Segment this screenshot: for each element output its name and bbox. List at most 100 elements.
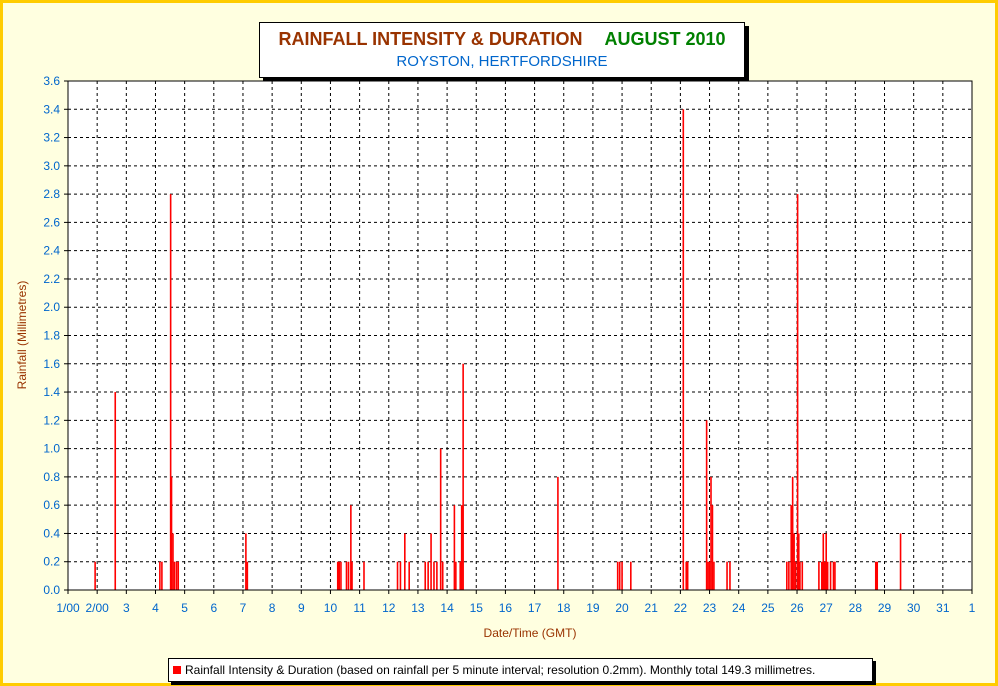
y-tick-label: 2.0 — [43, 300, 60, 314]
axes — [64, 80, 973, 594]
x-tick-label: 30 — [907, 601, 921, 615]
y-tick-label: 3.6 — [43, 74, 60, 88]
x-tick-label: 22 — [674, 601, 688, 615]
x-tick-label: 5 — [181, 601, 188, 615]
legend: Rainfall Intensity & Duration (based on … — [168, 658, 873, 682]
x-tick-label: 4 — [152, 601, 159, 615]
rain-bar — [825, 533, 827, 590]
rain-bar — [786, 561, 788, 590]
x-tick-label: 9 — [298, 601, 305, 615]
x-tick-label: 27 — [820, 601, 834, 615]
rain-bar — [711, 505, 714, 590]
rain-bar — [705, 420, 708, 590]
rain-bar — [351, 561, 353, 590]
rain-bar — [246, 561, 249, 590]
y-tick-label: 3.2 — [43, 131, 60, 145]
x-tick-label: 17 — [528, 601, 542, 615]
rain-bar — [616, 561, 619, 590]
y-tick-label: 2.4 — [43, 244, 60, 258]
rain-bar — [630, 561, 632, 590]
rain-bar — [685, 561, 688, 590]
rain-bar — [790, 505, 792, 590]
rain-bar — [169, 194, 172, 590]
rain-bar — [822, 533, 825, 590]
rain-bar — [459, 561, 462, 590]
x-tick-label: 14 — [440, 601, 454, 615]
rain-bar — [686, 561, 689, 590]
rain-bar — [899, 533, 902, 590]
plot-border — [67, 80, 973, 591]
rain-bar — [441, 561, 444, 590]
rain-bar — [794, 561, 797, 590]
rain-bar — [161, 561, 163, 590]
rain-bar — [460, 505, 463, 590]
rain-bar — [177, 561, 180, 590]
y-tick-label: 1.4 — [43, 385, 60, 399]
x-tick-label: 3 — [123, 601, 130, 615]
rain-bar — [729, 561, 731, 590]
rain-bar — [801, 561, 804, 590]
rain-bar — [336, 561, 339, 590]
x-tick-label: 11 — [353, 601, 366, 615]
chart-subtitle: ROYSTON, HERTFORDSHIRE — [396, 53, 608, 70]
x-tick-label: 16 — [499, 601, 513, 615]
rain-bar — [710, 476, 712, 590]
y-tick-label: 3.0 — [43, 159, 60, 173]
x-tick-label: 1/00 — [56, 601, 80, 615]
y-axis-label: Rainfall (Millimetres) — [15, 281, 29, 390]
y-tick-label: 1.2 — [43, 413, 60, 427]
x-tick-label: 26 — [790, 601, 804, 615]
rain-bar — [797, 533, 800, 590]
rain-bar — [793, 533, 795, 590]
x-tick-label: 19 — [586, 601, 600, 615]
y-tick-label: 0.2 — [43, 555, 60, 569]
title-box: RAINFALL INTENSITY & DURATION AUGUST 2010… — [259, 22, 745, 78]
rain-bar — [708, 561, 711, 590]
x-tick-label: 21 — [645, 601, 659, 615]
rain-bar — [347, 561, 350, 590]
y-tick-label: 0.4 — [43, 526, 60, 540]
chart-title-period: AUGUST 2010 — [604, 29, 726, 49]
rain-bar — [94, 561, 96, 590]
x-tick-label: 31 — [936, 601, 950, 615]
rain-bar — [621, 561, 623, 590]
x-tick-label: 25 — [761, 601, 775, 615]
rain-bar — [791, 476, 794, 590]
rain-bar — [340, 561, 342, 590]
rain-bar — [832, 561, 835, 590]
x-tick-label: 29 — [878, 601, 892, 615]
rain-bar — [345, 561, 348, 590]
rain-bar — [713, 561, 715, 590]
legend-label: Rainfall Intensity & Duration (based on … — [185, 663, 816, 677]
x-tick-label: 6 — [210, 601, 217, 615]
y-tick-label: 2.8 — [43, 187, 60, 201]
rain-bar — [338, 561, 340, 590]
bars — [94, 109, 902, 591]
y-tick-label: 1.8 — [43, 329, 60, 343]
y-tick-label: 1.0 — [43, 442, 60, 456]
rain-bar — [453, 505, 456, 590]
rain-bar — [408, 561, 410, 590]
x-tick-label: 28 — [849, 601, 863, 615]
rain-bar — [796, 194, 799, 590]
x-tick-label: 13 — [411, 601, 425, 615]
y-ticks: 0.0 0.2 0.4 0.6 0.8 1.0 1.2 1.4 1.6 1.8 2.0 2.2 2.4 2… — [43, 74, 60, 597]
rain-bar — [726, 561, 728, 590]
rain-bar — [439, 448, 442, 590]
rain-bar — [826, 561, 829, 590]
rain-bar — [350, 505, 352, 590]
rain-bar — [424, 561, 427, 590]
rain-bar — [172, 533, 174, 590]
x-tick-label: 2/00 — [85, 601, 109, 615]
rain-bar — [821, 561, 823, 590]
x-tick-label: 20 — [615, 601, 629, 615]
y-tick-label: 3.4 — [43, 102, 60, 116]
x-tick-label: 10 — [324, 601, 338, 615]
rain-bar — [618, 561, 621, 590]
x-axis-label: Date/Time (GMT) — [484, 626, 577, 640]
rain-bar — [245, 533, 247, 590]
rain-bar — [404, 533, 406, 590]
y-tick-label: 1.6 — [43, 357, 60, 371]
x-tick-label: 1 — [969, 601, 976, 615]
